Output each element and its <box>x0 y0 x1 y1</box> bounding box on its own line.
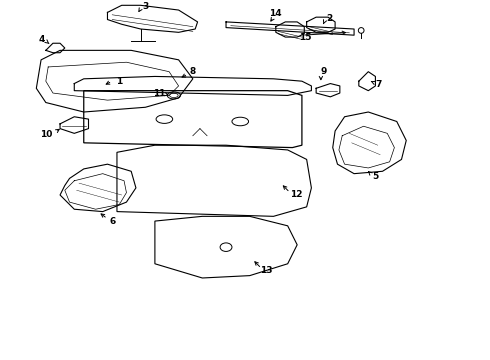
Text: 1: 1 <box>116 77 122 86</box>
Text: 12: 12 <box>290 190 302 199</box>
Text: 3: 3 <box>142 2 148 11</box>
Text: 4: 4 <box>39 35 45 44</box>
Text: 13: 13 <box>260 266 272 275</box>
Text: 8: 8 <box>190 67 196 76</box>
Text: 5: 5 <box>372 171 379 180</box>
Text: 6: 6 <box>109 217 115 226</box>
Text: 11: 11 <box>153 89 166 98</box>
Text: 2: 2 <box>326 14 333 23</box>
Text: 7: 7 <box>375 80 382 89</box>
Text: 15: 15 <box>299 32 312 41</box>
Text: 9: 9 <box>320 67 326 76</box>
Text: 14: 14 <box>270 9 282 18</box>
Text: 10: 10 <box>40 130 52 139</box>
